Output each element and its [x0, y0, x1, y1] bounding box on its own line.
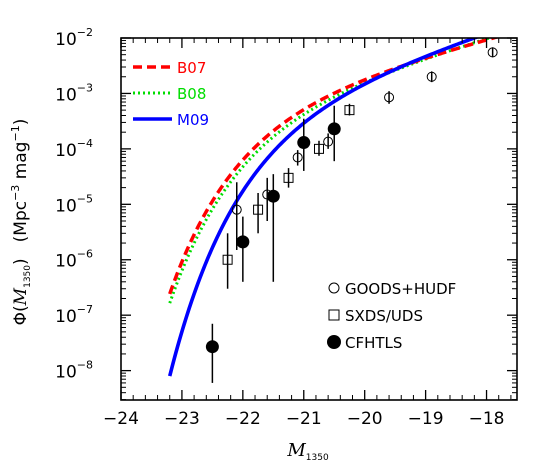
y-tick-label: 10−7 [55, 303, 93, 327]
cfhtls-point [205, 340, 219, 354]
y-tick-label: 10−5 [55, 192, 93, 216]
x-axis-label: M1350 [286, 440, 329, 463]
goods-hudf-point [487, 47, 498, 58]
legend-label-b07: B07 [177, 59, 206, 77]
y-tick-label: 10−4 [55, 137, 93, 161]
x-tick-label: −19 [408, 409, 444, 429]
series-line-m09 [167, 38, 480, 377]
sxds-uds-point [314, 143, 324, 154]
legend-label-b08: B08 [177, 85, 206, 103]
y-tick-label: 10−3 [55, 81, 93, 105]
legend-datasets: GOODS+HUDF SXDS/UDS CFHTLS [327, 280, 456, 352]
cfhtls-point [297, 136, 311, 150]
cfhtls-point [327, 122, 341, 136]
legend-label-m09: M09 [177, 111, 209, 129]
x-tick-label: −21 [286, 409, 322, 429]
goods-hudf-point [231, 204, 242, 215]
series-line-b08 [168, 38, 494, 304]
legend-models: B07 B08 M09 [133, 59, 209, 129]
legend-label-dataset: CFHTLS [345, 334, 402, 352]
y-tick-label: 10−8 [55, 359, 93, 383]
plot-frame [120, 37, 518, 401]
goods-hudf-point [384, 92, 395, 103]
cfhtls-point [236, 235, 250, 249]
sxds-uds-point [253, 204, 264, 215]
legend-label-dataset: SXDS/UDS [345, 307, 423, 325]
x-tick-label: −22 [225, 409, 261, 429]
x-tick-label: −23 [164, 409, 200, 429]
goods-hudf-point [292, 152, 303, 163]
model-curves [167, 38, 500, 377]
axis-ticks: −24 −23 −22 −21 −20 −19 −18 10−2 10−3 10−4 10−5 10−… [55, 26, 517, 429]
legend-label-dataset: GOODS+HUDF [345, 280, 456, 298]
goods-hudf-point [323, 136, 334, 147]
legend-marker-filled-circle [327, 335, 341, 349]
y-axis-label: Φ(M1350)(Mpc−3 mag−1) [9, 119, 33, 326]
legend-marker-open-square [328, 309, 340, 321]
sxds-uds-point [283, 172, 294, 183]
y-tick-label: 10−6 [55, 248, 93, 272]
legend-marker-open-circle [328, 282, 340, 294]
y-tick-label: 10−2 [55, 26, 93, 50]
goods-hudf-point [426, 71, 437, 82]
sxds-uds-point [344, 105, 355, 116]
x-tick-label: −24 [103, 409, 139, 429]
series-line-b07 [168, 38, 500, 295]
x-tick-label: −18 [469, 409, 505, 429]
x-tick-label: −20 [347, 409, 383, 429]
data-points [205, 47, 498, 383]
sxds-uds-point [222, 254, 233, 265]
cfhtls-point [266, 189, 280, 203]
